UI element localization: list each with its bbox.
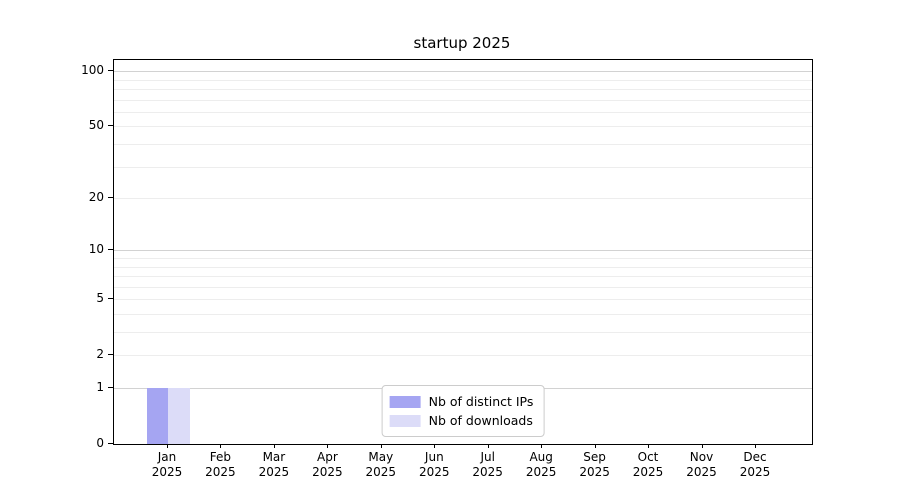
y-gridline-minor (114, 99, 812, 101)
y-gridline-minor (114, 314, 812, 315)
y-tick-label: 1 (96, 380, 104, 394)
y-tick-label: 2 (96, 347, 104, 362)
x-tick-mark (327, 444, 329, 448)
y-gridline-minor (114, 355, 812, 357)
x-tick-mark (701, 444, 703, 448)
x-tick-mark (487, 444, 489, 448)
y-tick-mark (108, 298, 113, 300)
x-tick-mark (541, 444, 543, 448)
legend-swatch (389, 395, 421, 408)
y-tick-label: 50 (88, 118, 104, 133)
chart-title: startup 2025 (413, 34, 511, 52)
y-gridline-minor (114, 144, 812, 145)
y-gridline-minor (114, 299, 812, 301)
x-tick-mark (648, 444, 649, 448)
y-gridline-major (114, 250, 812, 252)
x-tick-mark (755, 444, 756, 448)
x-tick-label: Aug 2025 (525, 450, 557, 479)
y-tick-label: 5 (96, 291, 104, 306)
y-tick-label: 0 (96, 436, 104, 450)
legend-label: Nb of distinct IPs (428, 394, 534, 409)
y-gridline-minor (114, 332, 812, 333)
bar (168, 388, 190, 444)
x-tick-label: Jul 2025 (472, 450, 503, 479)
y-gridline-minor (114, 286, 812, 288)
legend-item: Nb of downloads (389, 411, 534, 430)
x-tick-mark (220, 444, 222, 448)
y-tick-mark (108, 354, 113, 356)
y-tick-label: 10 (88, 242, 104, 257)
y-gridline-minor (114, 79, 812, 81)
x-tick-label: May 2025 (365, 450, 397, 479)
legend-label: Nb of downloads (428, 413, 533, 428)
x-tick-label: Nov 2025 (686, 450, 717, 479)
x-tick-label: Sep 2025 (579, 450, 610, 479)
x-tick-label: Jun 2025 (419, 450, 450, 479)
x-tick-label: Dec 2025 (739, 450, 771, 479)
x-tick-mark (167, 444, 168, 448)
y-gridline-minor (114, 111, 812, 113)
x-tick-label: Mar 2025 (258, 450, 290, 479)
x-tick-mark (273, 444, 275, 448)
plot-area: Nb of distinct IPs Nb of downloads (113, 59, 813, 445)
x-tick-mark (594, 444, 596, 448)
y-tick-mark (108, 249, 113, 251)
y-gridline-minor (114, 266, 812, 268)
y-gridline-major (114, 71, 812, 73)
x-tick-mark (434, 444, 436, 448)
y-tick-mark (108, 125, 113, 127)
y-tick-mark (108, 443, 113, 444)
y-tick-mark (108, 197, 113, 199)
y-gridline-minor (114, 258, 812, 259)
legend-swatch (389, 414, 421, 427)
legend-item: Nb of distinct IPs (389, 392, 534, 411)
x-tick-label: Feb 2025 (205, 450, 236, 479)
x-tick-label: Oct 2025 (632, 450, 664, 479)
y-tick-mark (108, 70, 113, 72)
y-gridline-minor (114, 166, 812, 168)
y-gridline-minor (114, 126, 812, 128)
y-tick-label: 100 (81, 63, 104, 78)
y-gridline-minor (114, 89, 812, 90)
y-tick-label: 20 (88, 190, 104, 205)
y-gridline-minor (114, 276, 812, 277)
legend: Nb of distinct IPs Nb of downloads (381, 385, 545, 437)
x-tick-label: Jan 2025 (151, 450, 183, 479)
x-tick-mark (380, 444, 382, 448)
bar (146, 388, 168, 444)
x-tick-label: Apr 2025 (312, 450, 343, 479)
y-tick-mark (108, 387, 113, 388)
y-gridline-minor (114, 198, 812, 200)
